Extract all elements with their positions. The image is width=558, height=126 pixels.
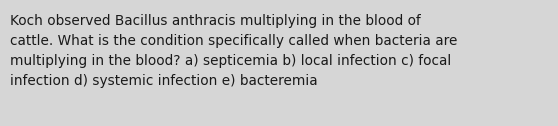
Text: Koch observed Bacillus anthracis multiplying in the blood of
cattle. What is the: Koch observed Bacillus anthracis multipl… <box>10 14 458 88</box>
